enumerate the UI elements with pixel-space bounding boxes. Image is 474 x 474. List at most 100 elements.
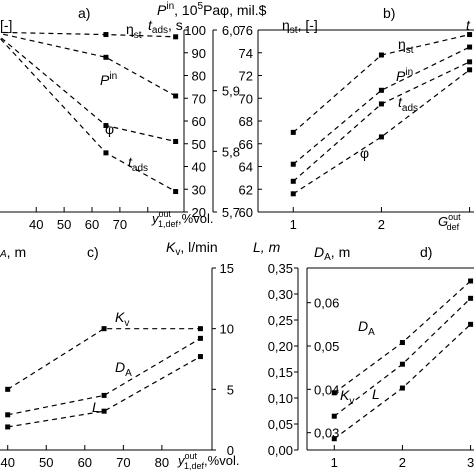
panel-a-t-tick-label: 100: [184, 23, 206, 38]
panel-b-eta-axis-label: ηst, [-]: [282, 17, 318, 36]
panel-d-label: d): [420, 244, 432, 260]
panel-b: b) ηst, [-] t Gout def 1 2 60 62 64 66 68 70 72 74…: [239, 5, 474, 232]
panel-a-p-tick-label: 5,9: [222, 84, 240, 99]
panel-b-series-label-s3: φ: [360, 145, 369, 161]
panel-c-y-tick-label: 15: [220, 261, 234, 276]
panel-a-point-t-ads-1: [103, 150, 109, 156]
panel-a-point-t-ads-2: [173, 189, 179, 195]
panel-a-t-tick-label: 50: [192, 137, 206, 152]
panel-c-x-tick-label: 40: [0, 455, 14, 470]
panel-a-p-tick-label: 6,0: [222, 23, 240, 38]
panel-a-p-tick-label: 5,8: [222, 144, 240, 159]
panel-b-t-axis-label: t: [466, 17, 471, 33]
panel-a-t-tick-label: 60: [192, 114, 206, 129]
panel-b-y-tick-label: 72: [239, 69, 253, 84]
panel-b-x-axis-label: Gout def: [438, 212, 461, 232]
panel-b-y-tick-label: 60: [239, 205, 253, 220]
panel-c-x-tick-label: 70: [116, 455, 130, 470]
panel-c-l-axis-label: L, m: [253, 239, 281, 255]
panel-a-p-axis-label: Pin, 105Pa: [157, 1, 220, 18]
panel-a-label: a): [78, 5, 90, 21]
panel-b-x-tick-label: 1: [290, 217, 297, 232]
panel-d-x-tick-label: 2: [399, 455, 406, 470]
panel-c-point-l-2: [197, 354, 203, 360]
panel-c-kv-axis-label: Kv, l/min: [166, 239, 218, 258]
panel-b-y-tick-label: 66: [239, 137, 253, 152]
panel-d-l-tick-label: 0,35: [268, 261, 293, 276]
panel-c-point-k-v-0: [5, 386, 11, 392]
panel-c-point-l-1: [101, 408, 107, 414]
panel-d-da-tick-label: 0,06: [314, 296, 339, 311]
panel-a-point-st-2: [173, 34, 179, 40]
panel-c-point-k-v-2: [197, 326, 203, 332]
panel-b-point-st-2: [467, 32, 473, 38]
panel-c-series-line-l: [7, 356, 201, 428]
panel-c-point-d-a-0: [5, 412, 11, 418]
panel-d-x-tick-label: 3: [467, 455, 474, 470]
panel-b-series-label-st: ηst: [398, 36, 414, 56]
panel-b-series-label-t-ads: tads: [398, 94, 418, 114]
panel-d-point-d-a-2: [468, 278, 474, 284]
panel-a-t-axis-label: tads, s: [148, 17, 183, 36]
panel-a-x-tick-label: 50: [57, 217, 71, 232]
panel-a-t-tick-label: 70: [192, 91, 206, 106]
panel-d-series-line-k-v: [333, 297, 472, 417]
panel-a-point-s2-1: [103, 123, 109, 129]
panel-d-point-k-v-2: [468, 295, 474, 301]
panel-b-point-st-1: [378, 52, 384, 58]
panel-a-point-s2-2: [173, 138, 179, 144]
panel-c: c) A, m Kv, l/min L, m yout 1,def,%vol. 4…: [0, 239, 281, 471]
panel-c-point-k-v-1: [101, 326, 107, 332]
panel-b-y-tick-label: 64: [239, 160, 253, 175]
panel-c-x-tick-label: 50: [39, 455, 53, 470]
panel-a-x-axis-label: yout 1,def,%vol.: [151, 209, 213, 229]
panel-c-point-d-a-1: [101, 392, 107, 398]
panel-b-x-tick-label: 2: [378, 217, 385, 232]
panel-d-series-label-l: L: [372, 386, 380, 402]
panel-c-series-label-l: L: [92, 399, 100, 415]
panel-d: d) DA, m 1 2 3 0,00 0,05 0,10 0,15 0,20 0,25 0,30…: [268, 244, 474, 470]
panel-d-l-tick-label: 0,10: [268, 391, 293, 406]
panel-a-t-tick-label: 90: [192, 46, 206, 61]
panel-a-t-tick-label: 80: [192, 69, 206, 84]
panel-a-series-label-s2: φ: [105, 121, 114, 137]
panel-a-t-tick-label: 40: [192, 160, 206, 175]
panel-d-series-line-d-a: [333, 280, 471, 394]
panel-c-series-line-d-a: [7, 337, 201, 416]
panel-d-point-l-2: [468, 321, 474, 327]
panel-d-x-tick-label: 1: [331, 455, 338, 470]
panel-b-point-p-in-2: [467, 44, 473, 50]
panel-d-l-tick-label: 0,25: [268, 313, 293, 328]
panel-d-series-label-d-a: DA: [358, 318, 375, 338]
panel-c-x-tick-label: 60: [78, 455, 92, 470]
panel-b-y-tick-label: 62: [239, 182, 253, 197]
panel-d-point-k-v-1: [399, 361, 405, 367]
panel-c-y-tick-label: 10: [220, 322, 234, 337]
panel-b-point-t-ads-2: [467, 59, 473, 65]
panel-d-da-tick-label: 0,05: [314, 339, 339, 354]
panel-d-l-tick-label: 0,20: [268, 339, 293, 354]
panel-d-l-tick-label: 0,30: [268, 287, 293, 302]
panel-a-series-line-p-in: [0, 32, 176, 97]
panel-d-point-k-v-0: [331, 413, 337, 419]
panel-b-series-line-p-in: [292, 46, 470, 165]
panel-d-da-axis-label: DA, m: [314, 244, 350, 263]
panel-a-series-label-st: ηst: [126, 21, 142, 41]
panel-a: a) [-] tads, s Pin, 105Pa φ, mil.$ yout 1…: [0, 1, 267, 232]
panel-b-y-tick-label: 70: [239, 91, 253, 106]
panel-c-x-tick-label: 80: [155, 455, 169, 470]
panel-c-series-line-k-v: [7, 328, 201, 390]
panel-b-point-s3-1: [378, 134, 384, 140]
panel-c-point-l-0: [5, 424, 11, 430]
panel-a-x-tick-label: 60: [85, 217, 99, 232]
panel-c-point-d-a-2: [197, 335, 203, 341]
panel-b-point-t-ads-1: [378, 101, 384, 107]
panel-b-y-tick-label: 68: [239, 114, 253, 129]
panel-a-series-label-t-ads: tads: [128, 154, 148, 174]
panel-a-point-st-1: [103, 32, 109, 38]
panel-d-point-d-a-1: [399, 340, 405, 346]
panel-b-series-line-st: [292, 33, 470, 133]
panel-b-point-p-in-0: [290, 161, 296, 167]
panel-c-label: c): [87, 244, 99, 260]
panel-c-x-axis-label: yout 1,def,%vol.: [177, 451, 239, 471]
